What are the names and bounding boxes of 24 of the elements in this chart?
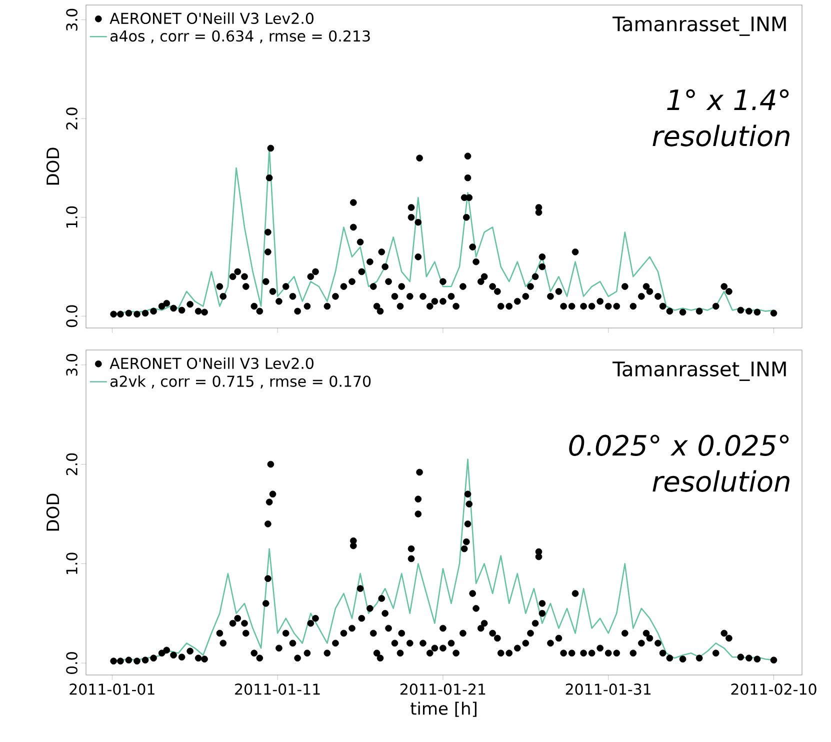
- y-tick-label: 0.0: [66, 305, 78, 328]
- x-axis-title: time [h]: [410, 702, 476, 717]
- annotation: 0.025° x 0.025° resolution: [569, 434, 790, 492]
- y-tick-label: 3.0: [66, 8, 78, 31]
- x-tick-label: 2011-01-11: [235, 684, 320, 695]
- annotation: Tamanrasset_INM: [612, 362, 786, 381]
- legend-label: AERONET O'Neill V3 Lev2.0: [110, 12, 314, 24]
- x-tick-label: 2011-01-01: [70, 684, 154, 695]
- x-tick-label: 2011-02-10: [731, 684, 816, 695]
- y-axis-title: DOD: [46, 148, 60, 185]
- annotation: Tamanrasset_INM: [612, 16, 786, 36]
- x-tick-label: 2011-01-31: [566, 684, 651, 695]
- x-tick-label: 2011-01-21: [400, 684, 486, 695]
- y-tick-label: 1.0: [66, 206, 78, 228]
- y-tick-label: 2.0: [66, 453, 78, 476]
- y-tick-label: 0.0: [66, 652, 78, 674]
- y-axis-title: DOD: [46, 494, 60, 531]
- legend-label: a2vk , corr = 0.715 , rmse = 0.170: [110, 375, 371, 388]
- legend-label: AERONET O'Neill V3 Lev2.0: [110, 357, 314, 370]
- y-tick-label: 2.0: [66, 108, 78, 130]
- annotation: 1° x 1.4° resolution: [652, 89, 790, 146]
- legend-label: a4os , corr = 0.634 , rmse = 0.213: [110, 30, 370, 44]
- y-tick-label: 1.0: [66, 552, 78, 574]
- y-tick-label: 3.0: [66, 354, 78, 376]
